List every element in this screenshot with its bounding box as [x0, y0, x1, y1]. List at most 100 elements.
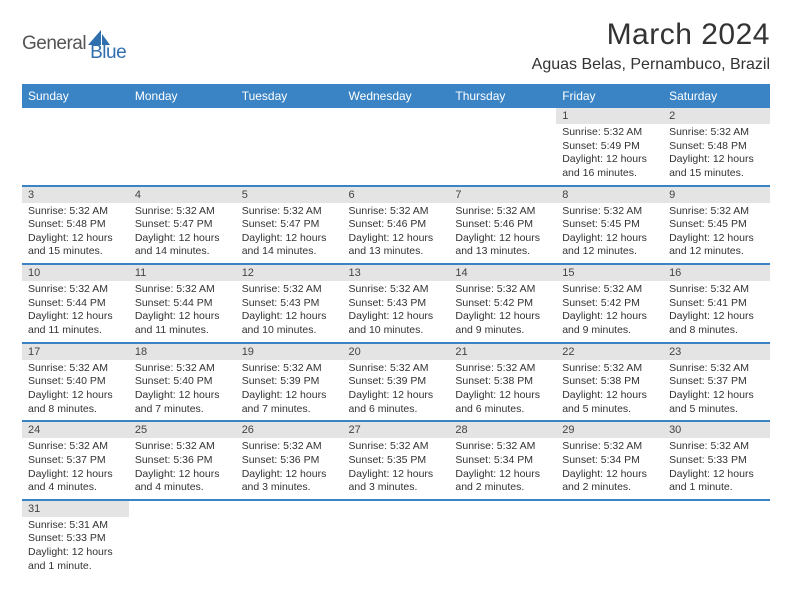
weekday-header: Saturday	[663, 84, 770, 108]
day-info: Sunrise: 5:32 AMSunset: 5:44 PMDaylight:…	[129, 281, 236, 342]
day-info: Sunrise: 5:31 AMSunset: 5:33 PMDaylight:…	[22, 517, 129, 578]
calendar-cell: 2Sunrise: 5:32 AMSunset: 5:48 PMDaylight…	[663, 108, 770, 186]
calendar-cell: 5Sunrise: 5:32 AMSunset: 5:47 PMDaylight…	[236, 186, 343, 265]
calendar-table: Sunday Monday Tuesday Wednesday Thursday…	[22, 84, 770, 577]
calendar-cell: 3Sunrise: 5:32 AMSunset: 5:48 PMDaylight…	[22, 186, 129, 265]
day-number: 7	[449, 187, 556, 203]
day-number: 21	[449, 344, 556, 360]
day-number: 27	[343, 422, 450, 438]
header: General Blue March 2024 Aguas Belas, Per…	[22, 18, 770, 74]
day-number: 1	[556, 108, 663, 124]
day-number: 28	[449, 422, 556, 438]
day-number: 16	[663, 265, 770, 281]
calendar-cell: 7Sunrise: 5:32 AMSunset: 5:46 PMDaylight…	[449, 186, 556, 265]
day-number: 12	[236, 265, 343, 281]
day-info: Sunrise: 5:32 AMSunset: 5:48 PMDaylight:…	[663, 124, 770, 185]
calendar-cell	[343, 500, 450, 578]
day-number: 2	[663, 108, 770, 124]
day-info: Sunrise: 5:32 AMSunset: 5:45 PMDaylight:…	[556, 203, 663, 264]
title-block: March 2024 Aguas Belas, Pernambuco, Braz…	[532, 18, 770, 74]
day-number: 15	[556, 265, 663, 281]
calendar-cell	[449, 500, 556, 578]
day-info: Sunrise: 5:32 AMSunset: 5:37 PMDaylight:…	[663, 360, 770, 421]
calendar-cell: 21Sunrise: 5:32 AMSunset: 5:38 PMDayligh…	[449, 343, 556, 422]
calendar-cell: 28Sunrise: 5:32 AMSunset: 5:34 PMDayligh…	[449, 421, 556, 500]
day-info: Sunrise: 5:32 AMSunset: 5:41 PMDaylight:…	[663, 281, 770, 342]
day-info: Sunrise: 5:32 AMSunset: 5:39 PMDaylight:…	[343, 360, 450, 421]
calendar-cell: 9Sunrise: 5:32 AMSunset: 5:45 PMDaylight…	[663, 186, 770, 265]
day-info: Sunrise: 5:32 AMSunset: 5:43 PMDaylight:…	[343, 281, 450, 342]
day-number: 5	[236, 187, 343, 203]
day-info: Sunrise: 5:32 AMSunset: 5:46 PMDaylight:…	[449, 203, 556, 264]
day-info: Sunrise: 5:32 AMSunset: 5:36 PMDaylight:…	[129, 438, 236, 499]
day-number: 9	[663, 187, 770, 203]
day-number: 29	[556, 422, 663, 438]
calendar-cell: 11Sunrise: 5:32 AMSunset: 5:44 PMDayligh…	[129, 264, 236, 343]
weekday-header-row: Sunday Monday Tuesday Wednesday Thursday…	[22, 84, 770, 108]
weekday-header: Thursday	[449, 84, 556, 108]
day-number: 3	[22, 187, 129, 203]
day-info: Sunrise: 5:32 AMSunset: 5:36 PMDaylight:…	[236, 438, 343, 499]
weekday-header: Sunday	[22, 84, 129, 108]
day-number: 14	[449, 265, 556, 281]
calendar-cell: 19Sunrise: 5:32 AMSunset: 5:39 PMDayligh…	[236, 343, 343, 422]
calendar-row: 31Sunrise: 5:31 AMSunset: 5:33 PMDayligh…	[22, 500, 770, 578]
day-number: 30	[663, 422, 770, 438]
calendar-cell: 22Sunrise: 5:32 AMSunset: 5:38 PMDayligh…	[556, 343, 663, 422]
day-number: 6	[343, 187, 450, 203]
calendar-cell: 31Sunrise: 5:31 AMSunset: 5:33 PMDayligh…	[22, 500, 129, 578]
month-title: March 2024	[532, 18, 770, 52]
calendar-row: 1Sunrise: 5:32 AMSunset: 5:49 PMDaylight…	[22, 108, 770, 186]
calendar-cell: 23Sunrise: 5:32 AMSunset: 5:37 PMDayligh…	[663, 343, 770, 422]
logo: General Blue	[22, 24, 126, 64]
calendar-cell: 16Sunrise: 5:32 AMSunset: 5:41 PMDayligh…	[663, 264, 770, 343]
calendar-cell: 18Sunrise: 5:32 AMSunset: 5:40 PMDayligh…	[129, 343, 236, 422]
day-info: Sunrise: 5:32 AMSunset: 5:45 PMDaylight:…	[663, 203, 770, 264]
calendar-cell	[129, 108, 236, 186]
day-number: 23	[663, 344, 770, 360]
calendar-row: 10Sunrise: 5:32 AMSunset: 5:44 PMDayligh…	[22, 264, 770, 343]
day-number: 18	[129, 344, 236, 360]
day-number: 25	[129, 422, 236, 438]
day-number: 10	[22, 265, 129, 281]
day-number: 19	[236, 344, 343, 360]
calendar-cell: 6Sunrise: 5:32 AMSunset: 5:46 PMDaylight…	[343, 186, 450, 265]
calendar-cell: 13Sunrise: 5:32 AMSunset: 5:43 PMDayligh…	[343, 264, 450, 343]
day-number: 24	[22, 422, 129, 438]
calendar-row: 17Sunrise: 5:32 AMSunset: 5:40 PMDayligh…	[22, 343, 770, 422]
calendar-row: 24Sunrise: 5:32 AMSunset: 5:37 PMDayligh…	[22, 421, 770, 500]
day-info: Sunrise: 5:32 AMSunset: 5:38 PMDaylight:…	[556, 360, 663, 421]
day-info: Sunrise: 5:32 AMSunset: 5:42 PMDaylight:…	[449, 281, 556, 342]
day-info: Sunrise: 5:32 AMSunset: 5:35 PMDaylight:…	[343, 438, 450, 499]
weekday-header: Friday	[556, 84, 663, 108]
day-number: 17	[22, 344, 129, 360]
calendar-cell	[129, 500, 236, 578]
calendar-cell: 30Sunrise: 5:32 AMSunset: 5:33 PMDayligh…	[663, 421, 770, 500]
location: Aguas Belas, Pernambuco, Brazil	[532, 56, 770, 74]
day-info: Sunrise: 5:32 AMSunset: 5:46 PMDaylight:…	[343, 203, 450, 264]
calendar-cell: 15Sunrise: 5:32 AMSunset: 5:42 PMDayligh…	[556, 264, 663, 343]
calendar-cell: 14Sunrise: 5:32 AMSunset: 5:42 PMDayligh…	[449, 264, 556, 343]
day-info: Sunrise: 5:32 AMSunset: 5:37 PMDaylight:…	[22, 438, 129, 499]
day-info: Sunrise: 5:32 AMSunset: 5:34 PMDaylight:…	[449, 438, 556, 499]
weekday-header: Monday	[129, 84, 236, 108]
day-number: 31	[22, 501, 129, 517]
day-info: Sunrise: 5:32 AMSunset: 5:44 PMDaylight:…	[22, 281, 129, 342]
calendar-cell: 24Sunrise: 5:32 AMSunset: 5:37 PMDayligh…	[22, 421, 129, 500]
weekday-header: Tuesday	[236, 84, 343, 108]
calendar-cell	[556, 500, 663, 578]
logo-text-blue: Blue	[90, 42, 126, 64]
calendar-cell	[343, 108, 450, 186]
day-info: Sunrise: 5:32 AMSunset: 5:34 PMDaylight:…	[556, 438, 663, 499]
day-number: 11	[129, 265, 236, 281]
day-number: 13	[343, 265, 450, 281]
calendar-cell: 10Sunrise: 5:32 AMSunset: 5:44 PMDayligh…	[22, 264, 129, 343]
calendar-cell: 12Sunrise: 5:32 AMSunset: 5:43 PMDayligh…	[236, 264, 343, 343]
day-info: Sunrise: 5:32 AMSunset: 5:43 PMDaylight:…	[236, 281, 343, 342]
day-info: Sunrise: 5:32 AMSunset: 5:40 PMDaylight:…	[22, 360, 129, 421]
day-info: Sunrise: 5:32 AMSunset: 5:39 PMDaylight:…	[236, 360, 343, 421]
calendar-cell: 1Sunrise: 5:32 AMSunset: 5:49 PMDaylight…	[556, 108, 663, 186]
calendar-cell: 17Sunrise: 5:32 AMSunset: 5:40 PMDayligh…	[22, 343, 129, 422]
weekday-header: Wednesday	[343, 84, 450, 108]
day-info: Sunrise: 5:32 AMSunset: 5:33 PMDaylight:…	[663, 438, 770, 499]
